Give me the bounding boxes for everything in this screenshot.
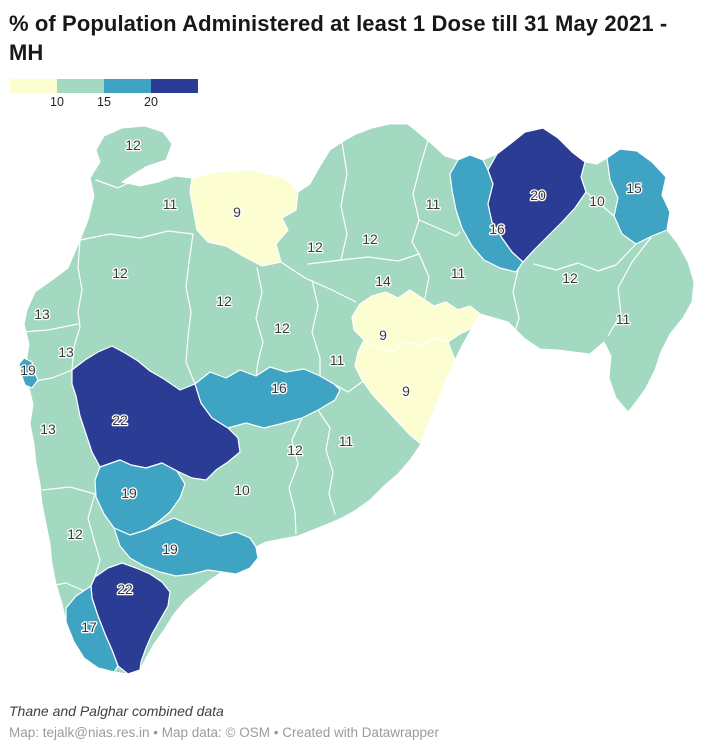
footnote: Thane and Palghar combined data [9,703,224,719]
colored-districts [18,127,671,675]
district-shape-navy-pune-area[interactable] [71,345,241,481]
region-label: 9 [402,383,410,399]
region-label: 19 [20,362,36,378]
region-label: 11 [339,433,354,449]
region-label: 12 [125,137,141,153]
region-label: 14 [375,273,391,289]
region-label: 12 [287,442,303,458]
region-label: 9 [379,327,387,343]
region-label: 9 [233,204,241,220]
region-label: 12 [112,265,128,281]
byline: Map: tejalk@nias.res.in • Map data: © OS… [9,725,440,740]
region-label: 20 [530,187,546,203]
region-label: 16 [489,221,505,237]
legend-tick: 15 [97,95,111,110]
region-label: 11 [426,196,441,212]
district-shape-navy-nagpur-area[interactable] [487,127,587,263]
region-label: 10 [589,193,605,209]
region-label: 11 [616,311,631,327]
region-label: 12 [307,239,323,255]
map-footer: Thane and Palghar combined data Map: tej… [9,703,692,740]
legend-swatch [104,79,151,94]
district-shape-blue-gondia-area[interactable] [606,148,671,245]
region-label: 19 [162,541,178,557]
district-shape-blue-sangli-area[interactable] [113,517,259,577]
region-label: 17 [81,619,97,635]
district-shape-blue-mumbai[interactable] [18,357,39,389]
district-shape-blue-satara-area[interactable] [94,459,186,536]
legend-swatch [151,79,198,94]
region-label: 15 [626,180,642,196]
region-label: 12 [274,320,290,336]
region-label: 12 [216,293,232,309]
region-label: 10 [234,482,250,498]
region-label: 11 [451,265,466,281]
region-label: 11 [163,196,178,212]
district-shape-blue-ahmednagar-area[interactable] [194,366,341,429]
maharashtra-choropleth-map: 12 11 9 12 12 14 11 16 20 10 15 12 11 11 12 13 13 19 13 22 1… [18,123,695,675]
district-shape-yellow-north[interactable] [189,169,299,267]
region-label: 13 [34,306,50,322]
region-label: 13 [40,421,56,437]
legend-swatch [57,79,104,94]
page-title: % of Population Administered at least 1 … [9,11,668,65]
legend-swatch [10,79,57,94]
region-label: 11 [330,352,345,368]
region-label: 12 [562,270,578,286]
region-label: 13 [58,344,74,360]
region-label: 22 [112,412,128,428]
district-shape-blue-sindhudurg-area[interactable] [65,585,119,673]
region-label: 16 [271,380,287,396]
legend-swatch-row [10,79,198,94]
region-label: 12 [362,231,378,247]
color-legend: 10 15 20 [10,79,210,109]
region-label: 19 [121,485,137,501]
legend-tick: 10 [50,95,64,110]
district-shape-yellow-central-lower[interactable] [354,337,456,445]
legend-tick: 20 [144,95,158,110]
region-label: 22 [117,581,133,597]
region-labels: 12 11 9 12 12 14 11 16 20 10 15 12 11 11 12 13 13 19 13 22 1… [19,136,643,637]
region-label: 12 [67,526,83,542]
